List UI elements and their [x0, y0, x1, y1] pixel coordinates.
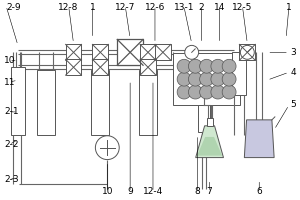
Bar [232, 52, 246, 95]
Text: 13-1: 13-1 [173, 3, 194, 12]
Text: 10: 10 [4, 56, 16, 65]
Circle shape [200, 72, 214, 86]
Circle shape [188, 59, 202, 73]
Text: 2-1: 2-1 [4, 107, 19, 116]
Text: 4: 4 [290, 68, 296, 77]
Text: 12-7: 12-7 [115, 3, 135, 12]
Bar [207, 118, 213, 126]
Bar [140, 44, 156, 60]
Bar [92, 44, 108, 60]
Text: 5: 5 [290, 100, 296, 109]
Circle shape [177, 85, 191, 99]
Circle shape [211, 72, 225, 86]
Bar [11, 67, 25, 135]
Text: 11: 11 [4, 78, 16, 87]
Text: 7: 7 [207, 187, 212, 196]
Polygon shape [197, 137, 222, 156]
Text: 14: 14 [214, 3, 225, 12]
Circle shape [211, 59, 225, 73]
Text: 12-4: 12-4 [143, 187, 163, 196]
Circle shape [200, 59, 214, 73]
Bar [239, 44, 255, 60]
Circle shape [240, 45, 254, 59]
Circle shape [200, 85, 214, 99]
Text: 12-8: 12-8 [58, 3, 79, 12]
Text: 2-2: 2-2 [4, 140, 19, 149]
Text: 2: 2 [199, 3, 205, 12]
Text: 6: 6 [256, 187, 262, 196]
Circle shape [188, 85, 202, 99]
Circle shape [95, 136, 119, 160]
Bar [92, 59, 108, 75]
Bar [140, 59, 156, 75]
Text: 1: 1 [89, 3, 95, 12]
Bar [66, 59, 82, 75]
Text: 2-9: 2-9 [6, 3, 21, 12]
Circle shape [177, 59, 191, 73]
Bar [198, 105, 210, 132]
Circle shape [177, 72, 191, 86]
Text: 9: 9 [127, 187, 133, 196]
Polygon shape [244, 120, 274, 158]
Circle shape [188, 72, 202, 86]
Bar [37, 70, 55, 135]
Bar [66, 44, 82, 60]
Text: 2-3: 2-3 [4, 175, 19, 184]
Text: 12-6: 12-6 [145, 3, 165, 12]
Circle shape [211, 85, 225, 99]
Text: 3: 3 [290, 48, 296, 57]
Text: 10: 10 [101, 187, 113, 196]
Circle shape [185, 45, 199, 59]
Bar [139, 70, 157, 135]
Bar [92, 70, 109, 135]
Bar [173, 53, 240, 105]
Text: 8: 8 [195, 187, 200, 196]
Circle shape [222, 72, 236, 86]
Text: 1: 1 [286, 3, 292, 12]
Text: 12-5: 12-5 [232, 3, 253, 12]
Circle shape [222, 85, 236, 99]
Circle shape [222, 59, 236, 73]
Bar [155, 44, 171, 60]
Polygon shape [196, 126, 224, 158]
Bar [117, 39, 143, 65]
